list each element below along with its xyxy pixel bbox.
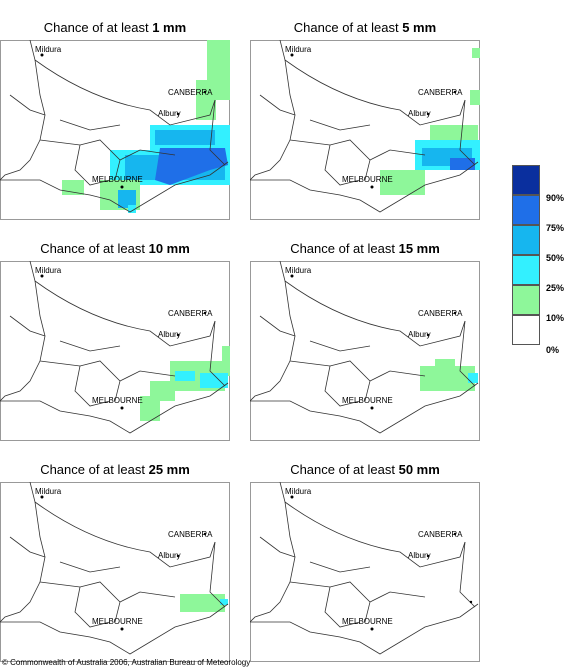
albury-label: Albury (408, 109, 431, 118)
legend-label-50: 50% (546, 253, 565, 263)
melbourne-label: MELBOURNE (342, 396, 393, 405)
panel-title: Chance of at least 25 mm (40, 462, 190, 477)
canberra-label: CANBERRA (418, 309, 463, 318)
rain-cells (380, 48, 480, 195)
probability-legend: 90% 75% 50% 25% 10% 0% (512, 165, 570, 355)
mildura-label: Mildura (35, 487, 62, 496)
state-borders (250, 482, 479, 655)
rain-probability-map: Mildura CANBERRA Albury MELBOURNE (0, 482, 230, 662)
legend-label-10: 10% (546, 313, 565, 323)
albury-label: Albury (158, 330, 181, 339)
town-markers: Mildura CANBERRA Albury MELBOURNE (35, 266, 213, 410)
town-markers: Mildura CANBERRA Albury MELBOURNE (285, 45, 463, 189)
panel-title: Chance of at least 50 mm (290, 462, 440, 477)
albury-label: Albury (408, 330, 431, 339)
canberra-label: CANBERRA (418, 88, 463, 97)
mildura-label: Mildura (285, 266, 312, 275)
legend-swatch-25 (512, 255, 540, 285)
rain-probability-map: Mildura CANBERRA Albury MELBOURNE (250, 261, 480, 441)
melbourne-label: MELBOURNE (92, 396, 143, 405)
town-markers: Mildura CANBERRA Albury MELBOURNE (285, 266, 463, 410)
mildura-label: Mildura (35, 45, 62, 54)
canberra-label: CANBERRA (168, 309, 213, 318)
legend-swatch-50 (512, 225, 540, 255)
legend-label-75: 75% (546, 223, 565, 233)
town-markers: Mildura CANBERRA Albury MELBOURNE (35, 487, 213, 631)
state-borders (0, 261, 229, 434)
panel-title: Chance of at least 5 mm (293, 20, 437, 35)
albury-label: Albury (408, 551, 431, 560)
copyright-text: © Commonwealth of Australia 2006, Austra… (2, 658, 251, 667)
rain-cells (180, 594, 228, 612)
panel-title: Chance of at least 1 mm (43, 20, 187, 35)
melbourne-label: MELBOURNE (342, 617, 393, 626)
state-borders (250, 261, 479, 434)
mildura-label: Mildura (285, 45, 312, 54)
rain-cells (420, 359, 478, 391)
canberra-label: CANBERRA (168, 88, 213, 97)
mildura-label: Mildura (35, 266, 62, 275)
legend-label-0: 0% (546, 345, 560, 355)
legend-swatch-10 (512, 285, 540, 315)
panel-title: Chance of at least 10 mm (40, 241, 190, 256)
town-markers: Mildura CANBERRA Albury MELBOURNE (285, 487, 473, 631)
rain-cells (140, 346, 230, 421)
legend-swatch-90 (512, 165, 540, 195)
canberra-label: CANBERRA (168, 530, 213, 539)
rain-probability-map: Mildura CANBERRA Albury MELBOURNE (0, 261, 230, 441)
rain-probability-map: Mildura CANBERRA Albury MELBOURNE (0, 40, 230, 220)
state-borders (250, 40, 479, 213)
state-borders (0, 482, 229, 655)
town-markers: Mildura CANBERRA Albury MELBOURNE (35, 45, 213, 189)
melbourne-label: MELBOURNE (342, 175, 393, 184)
melbourne-label: MELBOURNE (92, 175, 143, 184)
rain-probability-map: Mildura CANBERRA Albury MELBOURNE (250, 482, 480, 662)
legend-swatch-75 (512, 195, 540, 225)
melbourne-label: MELBOURNE (92, 617, 143, 626)
legend-label-90: 90% (546, 193, 565, 203)
mildura-label: Mildura (285, 487, 312, 496)
rain-probability-map: Mildura CANBERRA Albury MELBOURNE (250, 40, 480, 220)
legend-label-25: 25% (546, 283, 565, 293)
albury-label: Albury (158, 109, 181, 118)
canberra-label: CANBERRA (418, 530, 463, 539)
panel-title: Chance of at least 15 mm (290, 241, 440, 256)
state-borders (0, 40, 229, 213)
legend-swatch-0 (512, 315, 540, 345)
albury-label: Albury (158, 551, 181, 560)
rain-cells (62, 40, 230, 213)
